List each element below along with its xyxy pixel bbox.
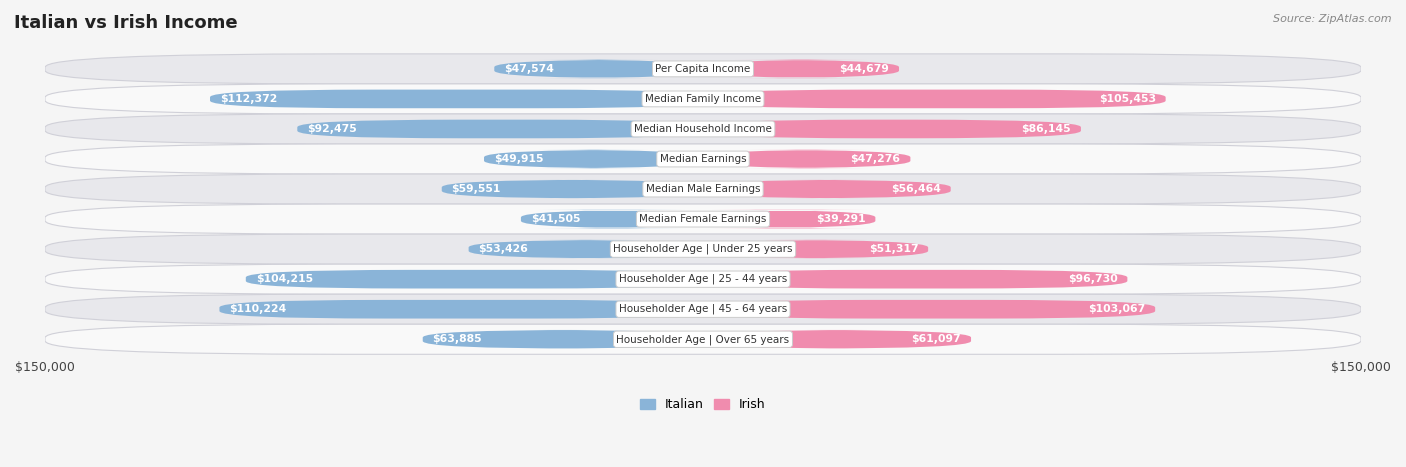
FancyBboxPatch shape bbox=[45, 294, 1361, 324]
Text: $49,915: $49,915 bbox=[494, 154, 543, 164]
Text: $110,224: $110,224 bbox=[229, 304, 287, 314]
FancyBboxPatch shape bbox=[703, 60, 898, 78]
FancyBboxPatch shape bbox=[297, 120, 703, 138]
FancyBboxPatch shape bbox=[45, 324, 1361, 354]
Text: Source: ZipAtlas.com: Source: ZipAtlas.com bbox=[1274, 14, 1392, 24]
FancyBboxPatch shape bbox=[703, 120, 1081, 138]
Text: $39,291: $39,291 bbox=[815, 214, 866, 224]
FancyBboxPatch shape bbox=[703, 240, 928, 258]
Text: $44,679: $44,679 bbox=[839, 64, 889, 74]
Text: $86,145: $86,145 bbox=[1021, 124, 1071, 134]
FancyBboxPatch shape bbox=[45, 234, 1361, 264]
FancyBboxPatch shape bbox=[45, 264, 1361, 294]
Text: $56,464: $56,464 bbox=[891, 184, 941, 194]
Legend: Italian, Irish: Italian, Irish bbox=[636, 393, 770, 416]
FancyBboxPatch shape bbox=[45, 204, 1361, 234]
FancyBboxPatch shape bbox=[468, 240, 703, 258]
Text: $103,067: $103,067 bbox=[1088, 304, 1146, 314]
FancyBboxPatch shape bbox=[45, 174, 1361, 204]
FancyBboxPatch shape bbox=[703, 300, 1156, 318]
FancyBboxPatch shape bbox=[246, 270, 703, 289]
FancyBboxPatch shape bbox=[703, 150, 911, 168]
FancyBboxPatch shape bbox=[703, 210, 876, 228]
FancyBboxPatch shape bbox=[45, 84, 1361, 114]
Text: Householder Age | 25 - 44 years: Householder Age | 25 - 44 years bbox=[619, 274, 787, 284]
Text: Median Female Earnings: Median Female Earnings bbox=[640, 214, 766, 224]
Text: Per Capita Income: Per Capita Income bbox=[655, 64, 751, 74]
Text: $59,551: $59,551 bbox=[451, 184, 501, 194]
FancyBboxPatch shape bbox=[441, 180, 703, 198]
Text: $96,730: $96,730 bbox=[1067, 274, 1118, 284]
FancyBboxPatch shape bbox=[219, 300, 703, 318]
Text: Householder Age | Over 65 years: Householder Age | Over 65 years bbox=[616, 334, 790, 345]
Text: $47,276: $47,276 bbox=[851, 154, 900, 164]
FancyBboxPatch shape bbox=[423, 330, 703, 348]
FancyBboxPatch shape bbox=[495, 60, 703, 78]
FancyBboxPatch shape bbox=[703, 180, 950, 198]
FancyBboxPatch shape bbox=[703, 270, 1128, 289]
Text: $63,885: $63,885 bbox=[433, 334, 482, 344]
FancyBboxPatch shape bbox=[484, 150, 703, 168]
Text: $41,505: $41,505 bbox=[531, 214, 581, 224]
Text: Householder Age | Under 25 years: Householder Age | Under 25 years bbox=[613, 244, 793, 255]
Text: $112,372: $112,372 bbox=[219, 94, 277, 104]
Text: Median Family Income: Median Family Income bbox=[645, 94, 761, 104]
FancyBboxPatch shape bbox=[520, 210, 703, 228]
Text: Median Earnings: Median Earnings bbox=[659, 154, 747, 164]
FancyBboxPatch shape bbox=[45, 144, 1361, 174]
Text: $61,097: $61,097 bbox=[911, 334, 962, 344]
FancyBboxPatch shape bbox=[209, 90, 703, 108]
Text: $51,317: $51,317 bbox=[869, 244, 918, 254]
Text: $92,475: $92,475 bbox=[307, 124, 357, 134]
FancyBboxPatch shape bbox=[45, 54, 1361, 84]
Text: $53,426: $53,426 bbox=[478, 244, 529, 254]
Text: Householder Age | 45 - 64 years: Householder Age | 45 - 64 years bbox=[619, 304, 787, 314]
Text: $104,215: $104,215 bbox=[256, 274, 312, 284]
FancyBboxPatch shape bbox=[45, 114, 1361, 144]
Text: Median Male Earnings: Median Male Earnings bbox=[645, 184, 761, 194]
FancyBboxPatch shape bbox=[703, 330, 972, 348]
Text: $105,453: $105,453 bbox=[1098, 94, 1156, 104]
Text: Median Household Income: Median Household Income bbox=[634, 124, 772, 134]
Text: Italian vs Irish Income: Italian vs Irish Income bbox=[14, 14, 238, 32]
Text: $47,574: $47,574 bbox=[505, 64, 554, 74]
FancyBboxPatch shape bbox=[703, 90, 1166, 108]
